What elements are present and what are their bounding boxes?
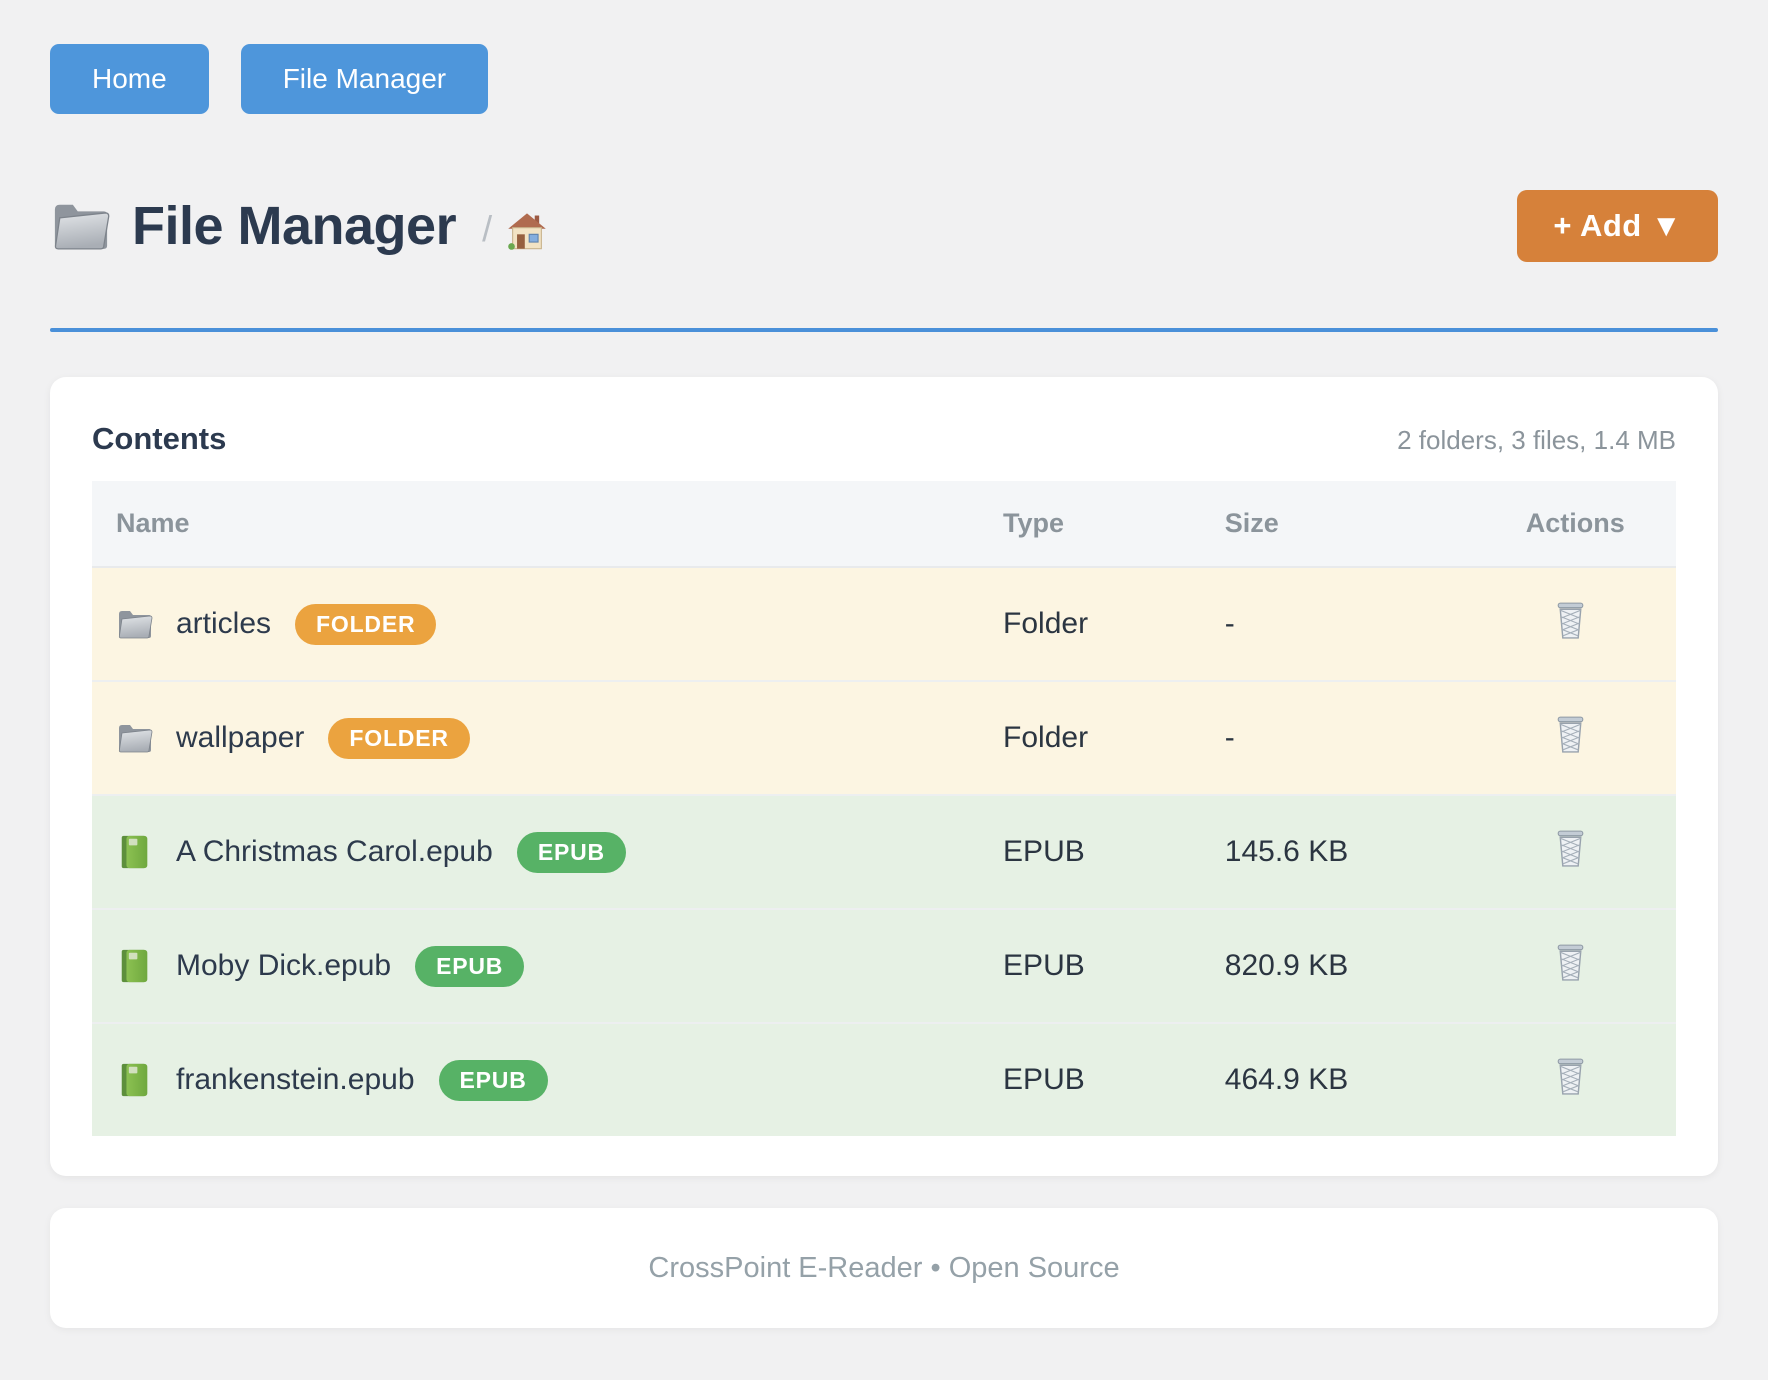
nav-home-button[interactable]: Home	[50, 44, 209, 114]
file-name[interactable]: frankenstein.epub	[176, 1063, 415, 1096]
type-value: EPUB	[979, 1022, 1201, 1136]
type-badge: EPUB	[438, 1059, 548, 1101]
file-name[interactable]: Moby Dick.epub	[176, 949, 392, 982]
page-header: File Manager / + Add ▼	[50, 184, 1718, 268]
delete-button[interactable]	[1552, 828, 1589, 869]
book-icon	[116, 948, 154, 984]
delete-button[interactable]	[1552, 942, 1589, 983]
type-value: EPUB	[979, 794, 1201, 909]
file-name[interactable]: wallpaper	[176, 721, 305, 754]
table-row: A Christmas Carol.epub EPUB EPUB 145.6 K…	[92, 794, 1676, 909]
page-title: File Manager	[132, 196, 457, 256]
table-header-row: Name Type Size Actions	[92, 481, 1676, 568]
size-value: 464.9 KB	[1200, 1022, 1502, 1136]
type-badge: FOLDER	[295, 603, 437, 645]
trash-icon	[1552, 942, 1589, 983]
folder-icon	[116, 606, 154, 642]
type-value: Folder	[979, 567, 1201, 681]
trash-icon	[1552, 828, 1589, 869]
house-icon[interactable]	[506, 201, 548, 251]
delete-button[interactable]	[1552, 1056, 1589, 1097]
folder-icon	[50, 198, 112, 254]
column-header-type: Type	[979, 481, 1201, 568]
type-badge: EPUB	[415, 945, 525, 987]
table-row: frankenstein.epub EPUB EPUB 464.9 KB	[92, 1022, 1676, 1136]
header-divider	[50, 328, 1718, 332]
trash-icon	[1552, 600, 1589, 641]
footer: CrossPoint E-Reader • Open Source	[50, 1208, 1718, 1328]
file-table: Name Type Size Actions articles FOLDER F…	[92, 481, 1676, 1136]
delete-button[interactable]	[1552, 714, 1589, 755]
file-name[interactable]: A Christmas Carol.epub	[176, 835, 493, 868]
folder-icon	[116, 720, 154, 756]
column-header-name: Name	[92, 481, 980, 568]
footer-text: CrossPoint E-Reader • Open Source	[648, 1251, 1120, 1284]
top-nav: Home File Manager	[50, 0, 1718, 114]
trash-icon	[1552, 1056, 1589, 1097]
contents-heading: Contents	[92, 421, 227, 456]
contents-card-header: Contents 2 folders, 3 files, 1.4 MB	[92, 421, 1676, 457]
size-value: 820.9 KB	[1200, 908, 1502, 1023]
type-value: EPUB	[979, 908, 1201, 1023]
table-row: articles FOLDER Folder -	[92, 567, 1676, 681]
trash-icon	[1552, 714, 1589, 755]
breadcrumb-separator: /	[482, 208, 493, 249]
column-header-size: Size	[1200, 481, 1502, 568]
size-value: -	[1200, 680, 1502, 795]
book-icon	[116, 1062, 154, 1098]
table-row: wallpaper FOLDER Folder -	[92, 680, 1676, 795]
column-header-actions: Actions	[1501, 481, 1676, 568]
add-button[interactable]: + Add ▼	[1517, 190, 1718, 262]
book-icon	[116, 834, 154, 870]
nav-file-manager-button[interactable]: File Manager	[240, 44, 489, 114]
type-badge: EPUB	[516, 831, 626, 873]
contents-summary: 2 folders, 3 files, 1.4 MB	[1397, 425, 1676, 455]
delete-button[interactable]	[1552, 600, 1589, 641]
type-badge: FOLDER	[328, 717, 470, 759]
size-value: 145.6 KB	[1200, 794, 1502, 909]
contents-card: Contents 2 folders, 3 files, 1.4 MB Name…	[50, 377, 1718, 1176]
file-name[interactable]: articles	[176, 607, 272, 640]
title-wrap: File Manager /	[50, 195, 548, 257]
table-row: Moby Dick.epub EPUB EPUB 820.9 KB	[92, 908, 1676, 1023]
type-value: Folder	[979, 680, 1201, 795]
size-value: -	[1200, 567, 1502, 681]
